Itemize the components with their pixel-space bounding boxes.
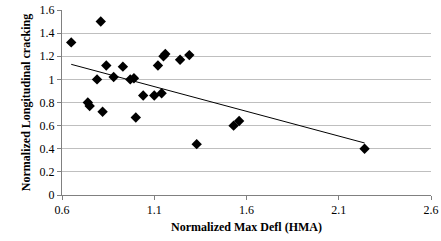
svg-text:2.1: 2.1 xyxy=(331,203,346,217)
svg-text:Normalized Max Defl (HMA): Normalized Max Defl (HMA) xyxy=(171,220,322,234)
svg-text:1.6: 1.6 xyxy=(239,203,254,217)
svg-text:0: 0 xyxy=(49,188,55,202)
svg-text:1.2: 1.2 xyxy=(40,49,55,63)
svg-text:1.6: 1.6 xyxy=(40,3,55,17)
svg-text:2.6: 2.6 xyxy=(424,203,439,217)
svg-text:1: 1 xyxy=(49,73,55,87)
svg-text:Normalized Longitudinal cracki: Normalized Longitudinal cracking xyxy=(19,14,33,191)
svg-text:0.2: 0.2 xyxy=(40,165,55,179)
svg-text:0.6: 0.6 xyxy=(55,203,70,217)
svg-text:0.4: 0.4 xyxy=(40,142,55,156)
svg-text:0.6: 0.6 xyxy=(40,119,55,133)
svg-text:1.1: 1.1 xyxy=(147,203,162,217)
svg-text:1.4: 1.4 xyxy=(40,26,55,40)
svg-text:0.8: 0.8 xyxy=(40,96,55,110)
